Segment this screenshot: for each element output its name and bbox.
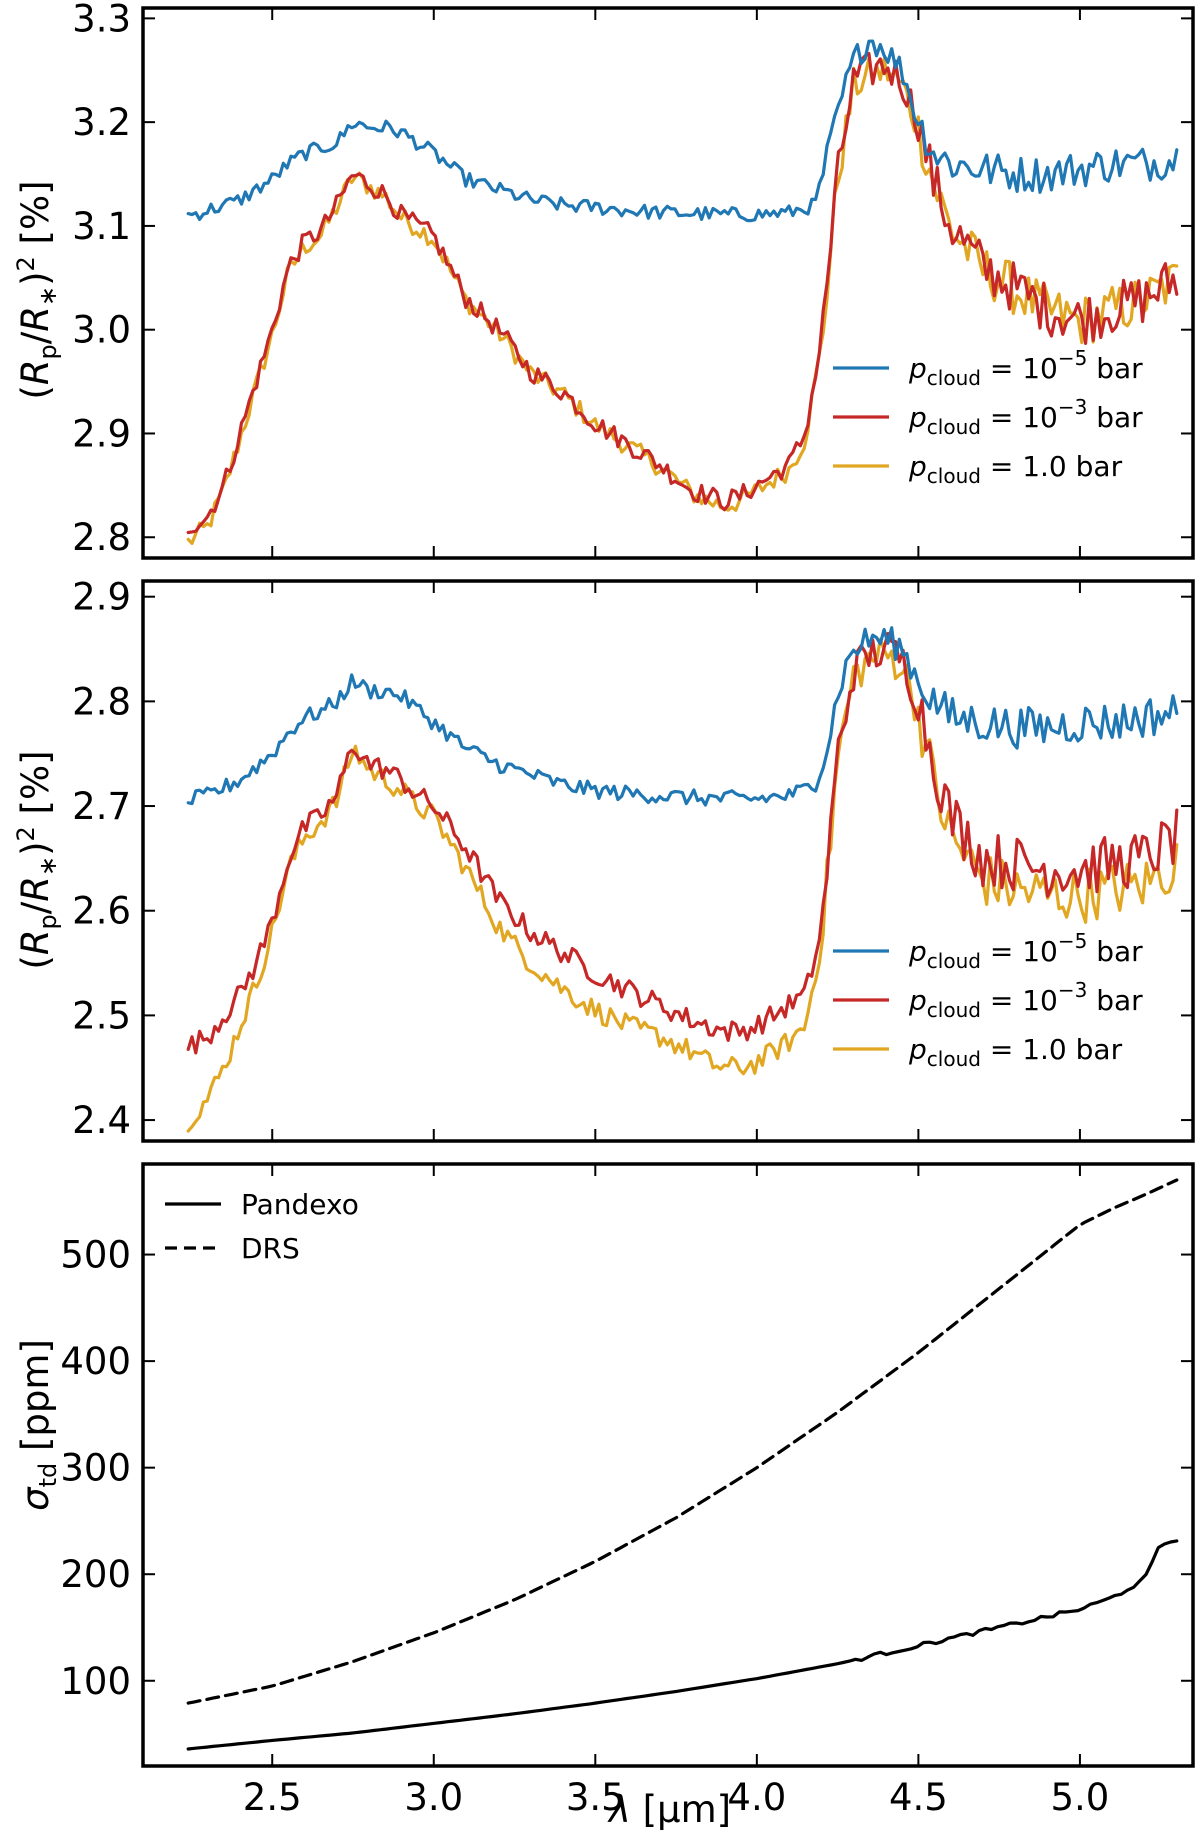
legend: Pandexo DRS [165, 1188, 359, 1265]
series-group [186, 39, 1179, 545]
series-line [186, 632, 1179, 1055]
series-group [186, 1178, 1179, 1751]
panel-bottom: 2.5 3.0 3.5 4.0 4.5 5.0 100 200 300 400 500 Pandexo… [60, 1162, 1195, 1819]
y-tick-label: 3.3 [72, 0, 131, 40]
legend: pcloud = 10−5 bar pcloud = 10−3 bar pcloud… [833, 346, 1143, 488]
y-tick-label: 2.8 [72, 516, 131, 559]
y-tick-label: 2.9 [72, 576, 131, 619]
axes-frame [141, 6, 1195, 560]
series-line [186, 1178, 1179, 1705]
legend-label: pcloud = 10−3 bar [908, 978, 1143, 1022]
series-line [186, 1539, 1179, 1751]
axes-frame [141, 579, 1195, 1143]
series-line [186, 626, 1179, 807]
y-tick-label: 300 [60, 1447, 131, 1490]
axes-frame [141, 1162, 1195, 1768]
x-tick-label: 2.5 [243, 1776, 302, 1819]
x-tick-label: 4.5 [889, 1776, 948, 1819]
x-tick-label: 3.5 [566, 1776, 625, 1819]
legend-label: pcloud = 1.0 bar [908, 450, 1123, 488]
y-tick-label: 2.4 [72, 1099, 131, 1142]
legend-label: pcloud = 10−5 bar [908, 346, 1143, 390]
legend-label: DRS [241, 1232, 300, 1265]
y-axis-label-bottom: σtd [ppm] [14, 1339, 62, 1511]
legend-label: pcloud = 10−3 bar [908, 395, 1143, 439]
y-axis-label-top: (Rp/R∗)2 [%] [12, 180, 62, 399]
legend-label: pcloud = 1.0 bar [908, 1033, 1123, 1071]
y-axis-label-middle: (Rp/R∗)2 [%] [12, 750, 62, 969]
legend-label: pcloud = 10−5 bar [908, 929, 1143, 973]
series-line [186, 51, 1179, 535]
y-tick-label: 2.8 [72, 680, 131, 723]
y-tick-label: 3.2 [72, 101, 131, 144]
y-tick-label: 500 [60, 1234, 131, 1277]
x-axis-label: λ [μm] [607, 1788, 731, 1831]
y-tick-label: 400 [60, 1340, 131, 1383]
y-tick-label: 200 [60, 1553, 131, 1596]
legend: pcloud = 10−5 bar pcloud = 10−3 bar pcloud… [833, 929, 1143, 1071]
y-tick-label: 3.0 [72, 309, 131, 352]
y-tick-label: 2.7 [72, 785, 131, 828]
y-tick-label: 100 [60, 1660, 131, 1703]
series-line [186, 39, 1179, 223]
y-tick-label: 3.1 [72, 205, 131, 248]
x-tick-label: 3.0 [404, 1776, 463, 1819]
legend-label: Pandexo [241, 1188, 359, 1221]
y-tick-label: 2.5 [72, 994, 131, 1037]
x-tick-label: 5.0 [1051, 1776, 1110, 1819]
y-tick-label: 2.9 [72, 412, 131, 455]
x-tick-label: 4.0 [727, 1776, 786, 1819]
series-group [186, 626, 1179, 1133]
y-tick-label: 2.6 [72, 890, 131, 933]
